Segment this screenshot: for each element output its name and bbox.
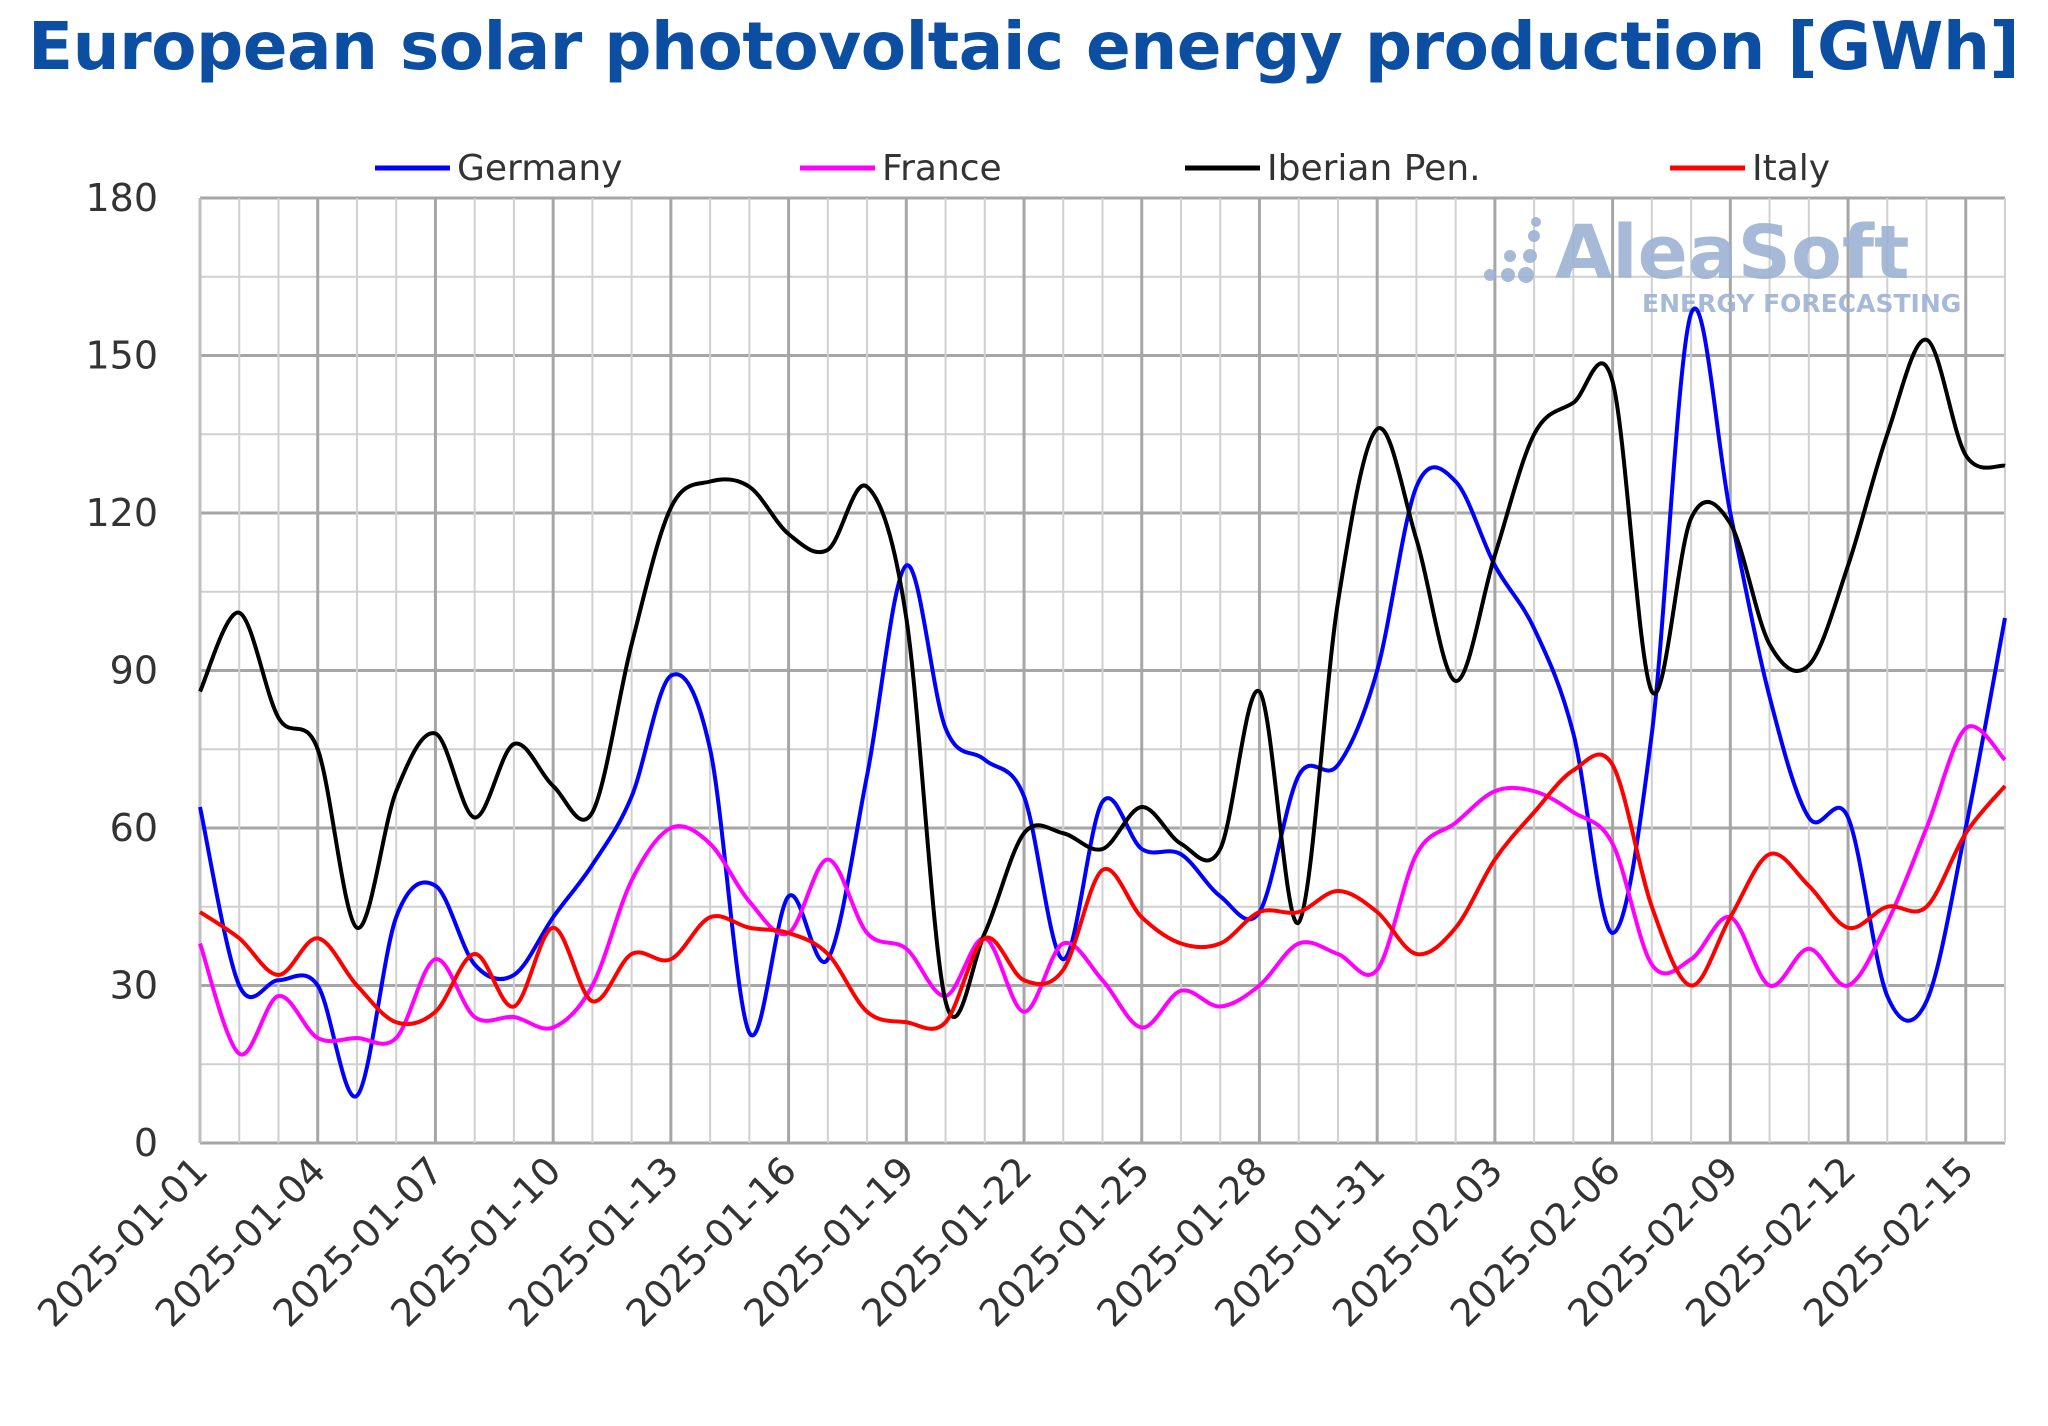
legend-label: France [882,148,1002,189]
y-tick-label: 90 [110,649,158,693]
y-tick-label: 30 [110,964,158,1008]
chart-title: European solar photovoltaic energy produ… [28,8,2020,85]
legend-item: Iberian Pen. [1185,148,1481,189]
legend-item: Italy [1670,148,1830,189]
legend-label: Italy [1752,148,1830,189]
logo-dots-icon [1484,217,1541,283]
series-lines [198,306,2007,1099]
y-tick-label: 120 [85,491,158,535]
series-line-germany [198,306,2007,1099]
series-line-france [198,724,2007,1057]
legend-item: France [800,148,1002,189]
y-tick-label: 180 [85,176,158,220]
legend-label: Germany [457,148,622,189]
y-tick-label: 0 [134,1121,158,1165]
logo-name: AleaSoft [1555,210,1909,296]
y-axis-ticks: 0 30 60 90 120 150 180 [85,176,158,1165]
series-line-iberian-pen [198,337,2006,1020]
logo-tagline: ENERGY FORECASTING [1642,289,1961,318]
legend-label: Iberian Pen. [1267,148,1481,189]
legend: Germany France Iberian Pen. Italy [375,148,1830,189]
y-tick-label: 150 [85,334,158,378]
y-tick-label: 60 [110,806,158,850]
x-axis-ticks: 2025-01-012025-01-042025-01-072025-01-10… [29,1148,1982,1335]
series-line-italy [198,752,2007,1031]
aleasoft-logo: AleaSoft ENERGY FORECASTING [1484,210,1961,318]
grid [198,196,2006,1145]
legend-item: Germany [375,148,622,189]
